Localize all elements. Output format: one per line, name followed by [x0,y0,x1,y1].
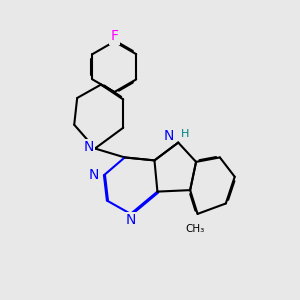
Text: N: N [164,129,174,143]
Text: N: N [88,168,99,182]
Text: CH₃: CH₃ [185,224,204,234]
Text: N: N [83,140,94,154]
Text: N: N [125,213,136,227]
Text: F: F [110,29,118,43]
Text: H: H [181,129,189,139]
